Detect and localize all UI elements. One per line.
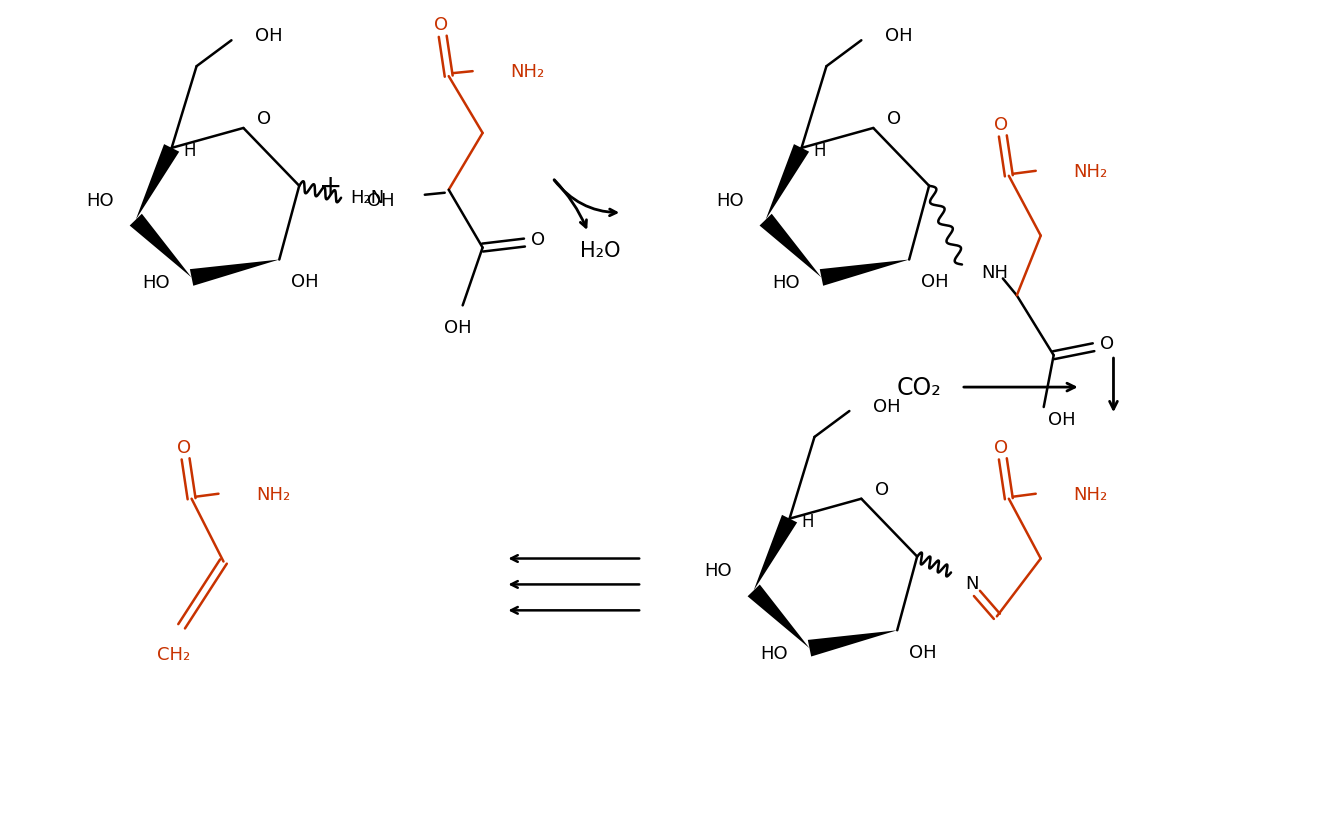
Text: OH: OH bbox=[910, 643, 937, 662]
Text: O: O bbox=[531, 230, 546, 248]
Polygon shape bbox=[136, 145, 180, 220]
Text: H: H bbox=[184, 141, 196, 160]
Text: +: + bbox=[320, 173, 342, 200]
Polygon shape bbox=[130, 214, 192, 278]
Text: H: H bbox=[813, 141, 826, 160]
Text: O: O bbox=[258, 110, 271, 128]
Text: HO: HO bbox=[705, 562, 732, 580]
Text: H₂O: H₂O bbox=[580, 241, 620, 261]
Text: HO: HO bbox=[772, 274, 800, 292]
Text: OH: OH bbox=[255, 27, 283, 45]
Text: OH: OH bbox=[921, 273, 949, 291]
Text: HO: HO bbox=[141, 274, 169, 292]
Text: OH: OH bbox=[874, 398, 900, 415]
Text: CO₂: CO₂ bbox=[896, 375, 941, 399]
Text: O: O bbox=[994, 116, 1007, 134]
Text: O: O bbox=[177, 438, 190, 457]
Text: H₂N: H₂N bbox=[350, 189, 385, 207]
Text: O: O bbox=[434, 17, 448, 34]
Polygon shape bbox=[808, 630, 898, 657]
Text: HO: HO bbox=[86, 192, 114, 209]
Text: CH₂: CH₂ bbox=[157, 645, 190, 663]
Polygon shape bbox=[748, 585, 809, 648]
Text: NH₂: NH₂ bbox=[256, 485, 291, 503]
Text: H: H bbox=[801, 512, 814, 530]
Text: OH: OH bbox=[368, 192, 394, 209]
Polygon shape bbox=[760, 214, 821, 278]
Text: OH: OH bbox=[444, 319, 472, 337]
Text: O: O bbox=[875, 480, 890, 498]
Text: NH₂: NH₂ bbox=[1073, 163, 1108, 180]
Text: NH₂: NH₂ bbox=[1073, 485, 1108, 503]
Text: NH₂: NH₂ bbox=[510, 63, 545, 81]
Polygon shape bbox=[820, 261, 910, 286]
Text: HO: HO bbox=[760, 644, 788, 662]
Text: HO: HO bbox=[717, 192, 744, 209]
Text: O: O bbox=[887, 110, 902, 128]
Text: OH: OH bbox=[291, 273, 319, 291]
Text: NH: NH bbox=[981, 264, 1007, 282]
Text: OH: OH bbox=[1048, 410, 1076, 428]
Polygon shape bbox=[754, 515, 797, 590]
Text: O: O bbox=[994, 438, 1007, 457]
Text: O: O bbox=[1100, 335, 1114, 353]
Polygon shape bbox=[190, 261, 279, 286]
Text: N: N bbox=[965, 575, 978, 593]
Text: OH: OH bbox=[886, 27, 914, 45]
Polygon shape bbox=[765, 145, 809, 220]
